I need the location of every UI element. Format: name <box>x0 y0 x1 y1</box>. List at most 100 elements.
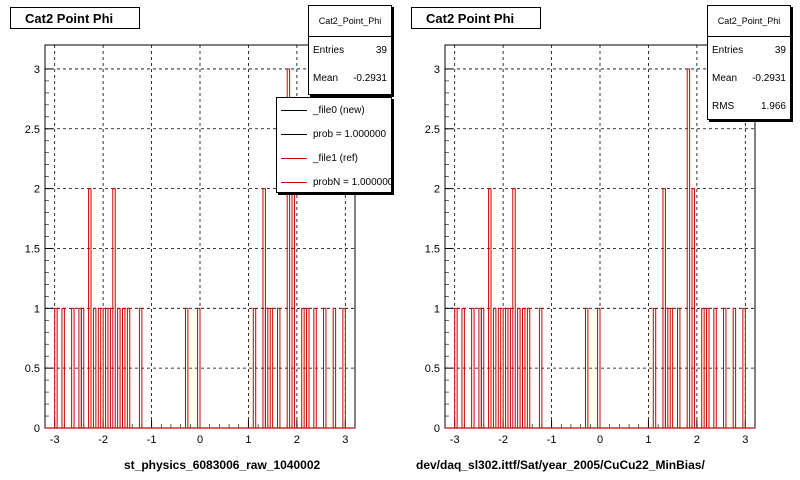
left-legend: _file0 (new) prob = 1.000000 _file1 (ref… <box>276 97 392 193</box>
histogram-bin <box>686 68 691 428</box>
histogram-bin <box>454 307 458 428</box>
histogram-bin <box>80 307 85 428</box>
right-stats-name: Cat2_Point_Phi <box>708 6 790 37</box>
histogram-bin <box>461 307 465 428</box>
histogram-bin <box>732 307 737 428</box>
histogram-bin <box>664 307 669 428</box>
y-tick-label: 1 <box>34 303 40 315</box>
histogram-bin <box>691 188 695 428</box>
histogram-bin <box>492 307 497 428</box>
stats-label: Entries <box>313 45 345 56</box>
histogram-bin <box>264 307 269 428</box>
x-tick-label: 3 <box>342 434 348 446</box>
right-stats-row-entries: Entries 39 <box>708 37 790 65</box>
stats-value: -0.2931 <box>752 73 786 84</box>
legend-label: probN = 1.000000 <box>313 176 392 188</box>
histogram-bin <box>92 307 97 428</box>
x-tick-label: 3 <box>742 434 748 446</box>
legend-label: prob = 1.000000 <box>313 128 387 140</box>
y-tick-label: 0.5 <box>425 363 440 375</box>
legend-swatch <box>281 181 307 183</box>
x-tick-label: 1 <box>245 434 251 446</box>
histogram-bin <box>88 188 92 428</box>
left-stats-box: Cat2_Point_Phi Entries 39 Mean -0.2931 <box>308 5 392 95</box>
left-stats-row-mean: Mean -0.2931 <box>309 65 391 93</box>
histogram-bin <box>117 307 121 428</box>
histogram-bin <box>112 188 116 428</box>
histogram-bin <box>197 307 201 428</box>
y-tick-label: 1.5 <box>25 243 40 255</box>
histogram-bin <box>138 307 143 428</box>
x-tick-label: 2 <box>294 434 300 446</box>
histogram-bin <box>97 307 102 428</box>
right-x-axis-label: dev/daq_sl302.ittf/Sat/year_2005/CuCu22_… <box>416 458 705 472</box>
legend-swatch <box>281 133 307 135</box>
histogram-bin <box>286 68 291 428</box>
legend-entry: probN = 1.000000 <box>277 170 392 192</box>
histogram-bin <box>742 307 746 428</box>
histogram-bin <box>512 188 516 428</box>
left-x-axis-label: st_physics_6083006_raw_1040002 <box>124 458 321 472</box>
legend-swatch <box>281 109 307 111</box>
histogram-bin <box>301 307 305 428</box>
y-tick-label: 2 <box>434 184 440 196</box>
legend-entry: prob = 1.000000 <box>277 122 391 146</box>
stats-value: 39 <box>774 45 786 56</box>
histogram-bin <box>471 307 475 428</box>
y-tick-label: 2.5 <box>25 124 40 136</box>
histogram-bin <box>269 307 274 428</box>
right-stats-row-mean: Mean -0.2931 <box>708 65 790 93</box>
histogram-bin <box>677 307 681 428</box>
histogram-bin <box>107 307 111 428</box>
y-tick-label: 2.5 <box>425 124 440 136</box>
histogram-bin <box>342 307 346 428</box>
histogram-bin <box>701 307 705 428</box>
histogram-bin <box>723 307 727 428</box>
histogram-bin <box>652 307 657 428</box>
stats-label: Mean <box>313 73 339 84</box>
legend-entry: _file0 (new) <box>277 98 391 122</box>
histogram-bin <box>122 307 126 428</box>
y-tick-label: 0 <box>34 423 40 435</box>
right-plot-title: Cat2 Point Phi <box>411 7 541 29</box>
stats-value: 1.966 <box>760 101 786 112</box>
histogram-bin <box>706 307 710 428</box>
left-stats-row-entries: Entries 39 <box>309 37 391 65</box>
histogram-bin <box>71 307 75 428</box>
y-tick-label: 0.5 <box>25 363 40 375</box>
histogram-bin <box>597 307 601 428</box>
y-tick-label: 3 <box>34 64 40 76</box>
right-stats-row-rms: RMS 1.966 <box>708 93 790 121</box>
histogram-bin <box>488 188 492 428</box>
y-tick-label: 1.5 <box>425 243 440 255</box>
y-tick-label: 3 <box>434 64 440 76</box>
x-tick-label: -2 <box>498 434 508 446</box>
x-tick-label: -3 <box>50 434 60 446</box>
stats-value: 39 <box>375 45 387 56</box>
histogram-bin <box>584 307 589 428</box>
left-plot-title: Cat2 Point Phi <box>10 7 140 29</box>
stats-value: -0.2931 <box>353 73 387 84</box>
histogram-bin <box>713 307 717 428</box>
x-tick-label: -1 <box>147 434 157 446</box>
x-tick-label: -2 <box>98 434 108 446</box>
x-tick-label: 0 <box>197 434 203 446</box>
histogram-bin <box>54 307 58 428</box>
histogram-bin <box>252 307 257 428</box>
histogram-bin <box>332 307 337 428</box>
histogram-bin <box>517 307 521 428</box>
histogram-bin <box>323 307 327 428</box>
histogram-bin <box>480 307 485 428</box>
histogram-bin <box>522 307 526 428</box>
histogram-bin <box>538 307 543 428</box>
stats-label: RMS <box>712 101 735 112</box>
left-stats-name: Cat2_Point_Phi <box>309 6 391 37</box>
x-tick-label: -3 <box>450 434 460 446</box>
histogram-bin <box>184 307 189 428</box>
histogram-bin <box>306 307 310 428</box>
histogram-bin <box>669 307 674 428</box>
y-tick-label: 0 <box>434 423 440 435</box>
x-tick-label: 0 <box>597 434 603 446</box>
stats-label: Entries <box>712 45 744 56</box>
